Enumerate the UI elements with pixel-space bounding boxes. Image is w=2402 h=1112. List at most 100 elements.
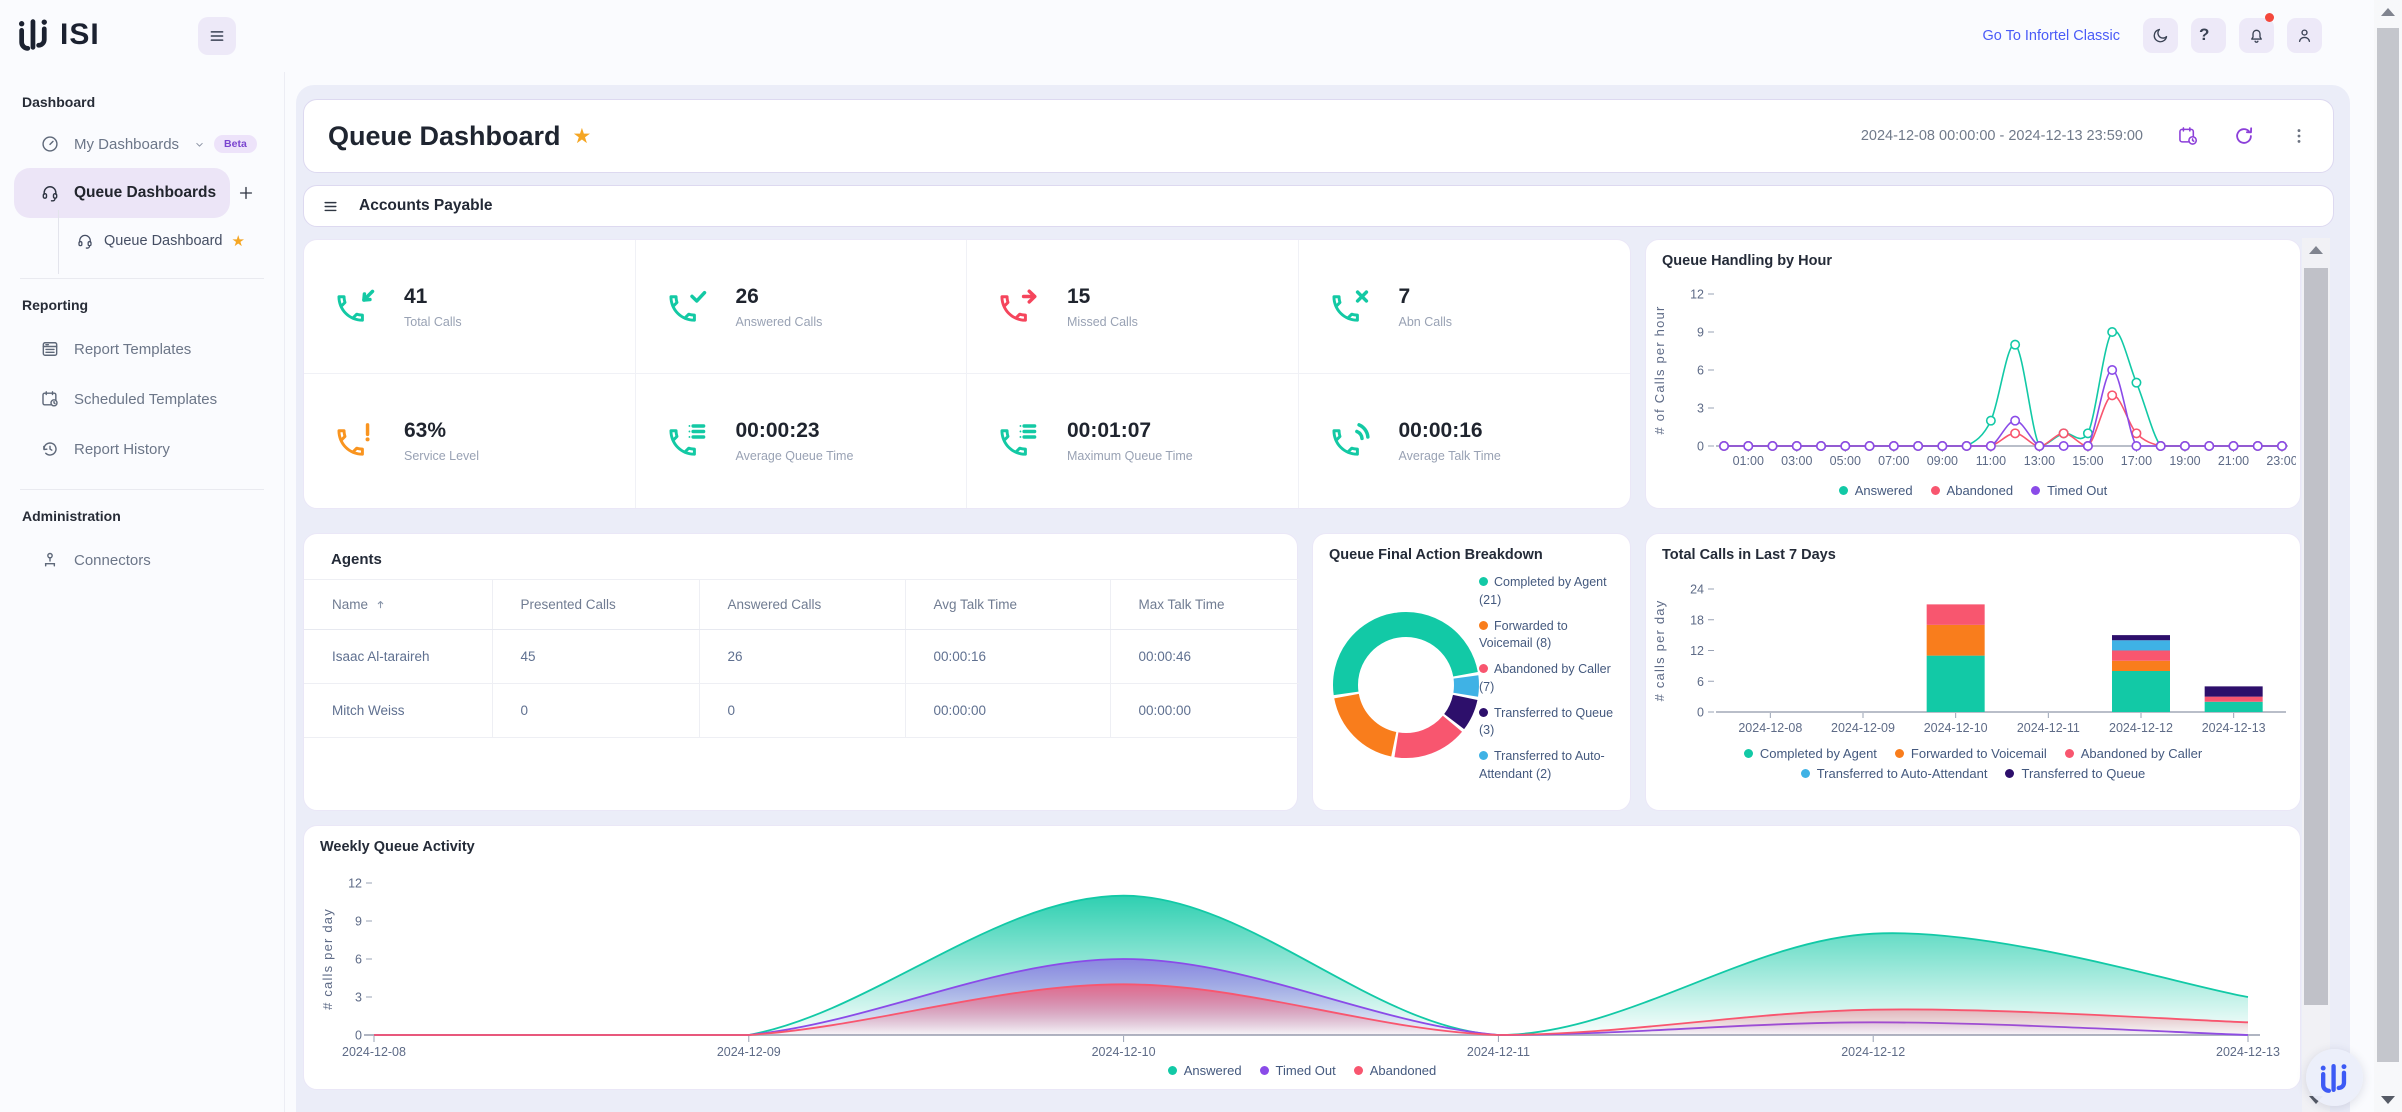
svg-text:2024-12-13: 2024-12-13: [2202, 721, 2266, 735]
scroll-down-arrow-icon[interactable]: [2309, 1096, 2323, 1104]
sidebar-toggle-button[interactable]: [198, 17, 236, 55]
table-cell: 0: [491, 683, 699, 738]
profile-button[interactable]: [2287, 18, 2322, 53]
legend-item[interactable]: Abandoned: [1930, 483, 2013, 498]
queue-section-bar[interactable]: Accounts Payable: [303, 185, 2334, 227]
svg-text:# calls per day: # calls per day: [1652, 600, 1667, 702]
chart-title: Weekly Queue Activity: [320, 839, 475, 855]
go-to-classic-link[interactable]: Go To Infortel Classic: [1982, 27, 2120, 44]
scrollbar-thumb[interactable]: [2377, 28, 2399, 1062]
legend-item[interactable]: Completed by Agent (21): [1479, 575, 1607, 607]
svg-text:23:00: 23:00: [2266, 454, 2296, 468]
svg-text:05:00: 05:00: [1830, 454, 1861, 468]
table-cell: Isaac Al-taraireh: [304, 629, 492, 684]
legend-item[interactable]: Completed by Agent: [1743, 746, 1877, 761]
column-header-avg-talk-time[interactable]: Avg Talk Time: [904, 579, 1110, 630]
column-header-answered-calls[interactable]: Answered Calls: [698, 579, 905, 630]
queue-final-action-donut-chart: [1333, 612, 1479, 758]
weekly-queue-activity-card: Weekly Queue Activity 0 3 6 9 12 # calls per …: [303, 825, 2301, 1090]
svg-text:2024-12-12: 2024-12-12: [2109, 721, 2173, 735]
legend-item[interactable]: Forwarded to Voicemail (8): [1479, 618, 1568, 651]
svg-text:9: 9: [355, 915, 362, 929]
legend-item[interactable]: Answered: [1838, 483, 1913, 498]
favorite-star-icon[interactable]: ★: [572, 124, 592, 148]
sidebar: Dashboard My Dashboards Beta Queue Dashboar…: [0, 72, 285, 1112]
legend-item[interactable]: Abandoned by Caller: [2064, 746, 2202, 761]
scheduled-templates-icon: [40, 389, 60, 409]
stat-value: 00:00:16: [1398, 419, 1483, 442]
scroll-down-arrow-icon[interactable]: [2381, 1096, 2395, 1104]
refresh-icon[interactable]: [2233, 125, 2255, 147]
sidebar-item-label: Report History: [74, 440, 170, 458]
page-scrollbar[interactable]: [2374, 0, 2402, 1112]
column-header-max-talk-time[interactable]: Max Talk Time: [1109, 579, 1299, 630]
kebab-icon[interactable]: [2289, 126, 2309, 146]
add-dashboard-button[interactable]: [236, 183, 256, 203]
logo-text: ISI: [60, 17, 100, 51]
connectors-icon: [40, 550, 60, 570]
chart-title: Queue Handling by Hour: [1662, 253, 1832, 269]
svg-text:0: 0: [1697, 440, 1704, 454]
legend-item[interactable]: Transferred to Auto-Attendant: [1800, 766, 1987, 781]
stat-average-queue-time: 00:00:23 Average Queue Time: [636, 374, 967, 508]
theme-toggle-button[interactable]: [2143, 18, 2178, 53]
calendar-clock-icon[interactable]: [2177, 125, 2199, 147]
column-header-presented-calls[interactable]: Presented Calls: [491, 579, 699, 630]
legend-item[interactable]: Timed Out: [2031, 483, 2107, 498]
sidebar-heading: Reporting: [22, 297, 89, 313]
report-templates-icon: [40, 339, 60, 359]
scroll-up-arrow-icon[interactable]: [2309, 246, 2323, 254]
star-icon: ★: [231, 232, 245, 250]
svg-text:2024-12-08: 2024-12-08: [342, 1045, 406, 1059]
drag-icon[interactable]: [322, 198, 339, 215]
legend-item[interactable]: Transferred to Queue (3): [1479, 705, 1614, 738]
chevron-down-icon[interactable]: [193, 138, 206, 151]
legend-item[interactable]: Forwarded to Voicemail: [1894, 746, 2047, 761]
notifications-button[interactable]: [2239, 13, 2274, 53]
scrollbar-thumb[interactable]: [2304, 268, 2328, 1005]
svg-text:01:00: 01:00: [1733, 454, 1764, 468]
legend-item[interactable]: Answered: [1167, 1063, 1242, 1078]
sidebar-item-report-history[interactable]: Report History: [14, 425, 270, 473]
column-header-name[interactable]: Name: [304, 579, 492, 630]
moon-icon: [2151, 26, 2170, 45]
svg-text:2024-12-12: 2024-12-12: [1841, 1045, 1905, 1059]
app-logo[interactable]: ISI: [16, 16, 100, 53]
sidebar-item-my-dashboards[interactable]: My Dashboards Beta: [14, 122, 270, 166]
table-row[interactable]: Mitch Weiss 0 0 00:00:00 00:00:00: [304, 683, 1299, 738]
legend-item[interactable]: Transferred to Auto-Attendant (2): [1479, 749, 1605, 781]
phone-answered-icon: [666, 285, 710, 329]
svg-text:18: 18: [1690, 613, 1704, 627]
table-cell: 00:00:16: [904, 629, 1110, 684]
legend-item[interactable]: Transferred to Queue: [2005, 766, 2145, 781]
notification-dot: [2265, 13, 2274, 22]
headset-icon: [40, 183, 60, 203]
svg-text:6: 6: [1697, 364, 1704, 378]
sidebar-item-scheduled-templates[interactable]: Scheduled Templates: [14, 375, 270, 423]
legend-item[interactable]: Abandoned: [1353, 1063, 1436, 1078]
sidebar-item-report-templates[interactable]: Report Templates: [14, 325, 270, 373]
stat-missed-calls: 15 Missed Calls: [967, 240, 1299, 374]
sidebar-item-connectors[interactable]: Connectors: [14, 536, 270, 584]
stat-value: 63%: [404, 419, 447, 442]
legend-item[interactable]: Abandoned by Caller (7): [1479, 662, 1611, 694]
stat-label: Answered Calls: [735, 314, 823, 329]
queue-name: Accounts Payable: [359, 197, 493, 214]
svg-text:2024-12-09: 2024-12-09: [1831, 721, 1895, 735]
date-range[interactable]: 2024-12-08 00:00:00 - 2024-12-13 23:59:0…: [1860, 128, 2143, 144]
help-button[interactable]: ?: [2191, 18, 2226, 53]
phone-missed-icon: [997, 285, 1041, 329]
stat-service-level: 63% Service Level: [304, 374, 636, 508]
sidebar-item-queue-dashboards[interactable]: Queue Dashboards: [14, 168, 270, 218]
dashboard-scrollbar[interactable]: [2302, 238, 2330, 1112]
assistant-widget-button[interactable]: [2306, 1049, 2363, 1106]
table-row[interactable]: Isaac Al-taraireh 45 26 00:00:16 00:00:46: [304, 629, 1299, 684]
header-controls: 2024-12-08 00:00:00 - 2024-12-13 23:59:0…: [1861, 125, 2309, 147]
queue-handling-by-hour-card: Queue Handling by Hour 0 3 6 9 12 # of Calls …: [1645, 239, 2301, 509]
sidebar-item-body: Report Templates: [14, 325, 191, 373]
sidebar-item-queue-dashboard[interactable]: Queue Dashboard ★: [58, 210, 270, 274]
legend-item[interactable]: Timed Out: [1259, 1063, 1336, 1078]
scroll-up-arrow-icon[interactable]: [2381, 8, 2395, 16]
chart-legend: Completed by Agent (21) Forwarded to Voic…: [1479, 574, 1621, 792]
sort-asc-icon: [374, 598, 387, 611]
